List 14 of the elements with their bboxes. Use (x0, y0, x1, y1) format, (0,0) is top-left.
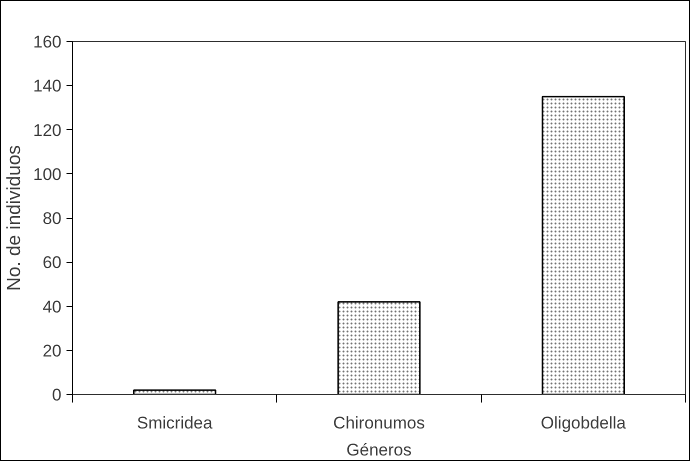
y-tick-label: 80 (42, 209, 62, 228)
y-tick-label: 20 (42, 341, 62, 360)
x-tick-label: Oligobdella (540, 414, 626, 432)
y-axis-title: No. de individuos (4, 145, 26, 291)
y-tick-label: 100 (33, 164, 62, 184)
x-axis-title: Géneros (346, 440, 412, 460)
y-tick-label: 140 (33, 76, 62, 96)
x-tick-label: Chironumos (333, 414, 425, 432)
y-tick-label: 40 (42, 297, 62, 316)
y-tick-label: 120 (33, 120, 62, 140)
y-tick-label: 60 (42, 253, 62, 272)
y-tick-label: 160 (33, 32, 62, 52)
x-tick-label: Smicridea (136, 414, 213, 432)
y-tick-label: 0 (52, 386, 62, 404)
